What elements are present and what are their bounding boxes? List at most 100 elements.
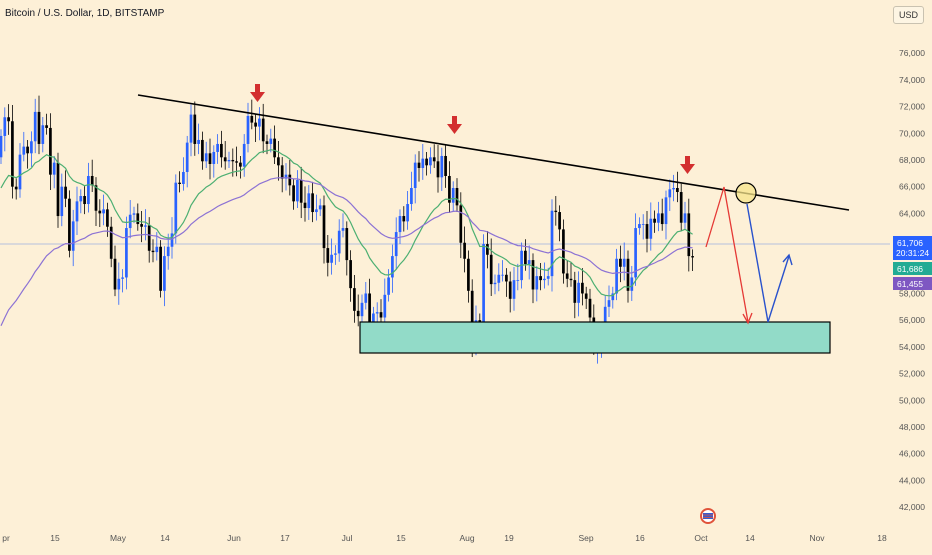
candle-body: [440, 155, 444, 178]
candle-body: [375, 312, 379, 314]
y-tick-label: 42,000: [899, 502, 925, 512]
x-tick-label: Oct: [694, 533, 708, 543]
bullish-projection-arrow[interactable]: [746, 203, 790, 323]
candle-body: [254, 122, 257, 127]
ema-fast-value: 61,686: [897, 264, 923, 274]
candle-body: [288, 174, 292, 186]
y-tick-label: 46,000: [899, 449, 925, 459]
candle-body: [132, 213, 136, 215]
x-tick-label: May: [110, 533, 127, 543]
candle-body: [185, 142, 189, 172]
y-tick-label: 68,000: [899, 155, 925, 165]
candle-body: [11, 121, 14, 187]
candle-body: [163, 256, 166, 291]
x-tick-label: Jul: [342, 533, 353, 543]
candle-body: [527, 260, 531, 265]
candle-body: [197, 139, 200, 144]
candle-body: [394, 232, 398, 257]
candle-body: [239, 162, 242, 167]
candle-body: [98, 210, 102, 214]
candle-body: [201, 139, 204, 162]
x-tick-label: 16: [635, 533, 645, 543]
candle-body: [151, 250, 155, 253]
candle-body: [565, 273, 569, 279]
last-price-badge: 61,706 20:31:24: [893, 236, 932, 260]
currency-button[interactable]: USD: [893, 6, 924, 24]
candle-body: [334, 253, 337, 255]
x-tick-label: 14: [745, 533, 755, 543]
candle-body: [83, 196, 86, 205]
candle-body: [406, 204, 409, 222]
candle-body: [41, 125, 45, 144]
candle-body: [398, 216, 402, 233]
candle-body: [166, 246, 170, 257]
candle-body: [330, 254, 333, 263]
candle-body: [109, 226, 113, 259]
candle-body: [0, 135, 3, 158]
candle-countdown: 20:31:24: [896, 248, 929, 258]
candle-body: [269, 138, 273, 144]
candle-body: [204, 153, 208, 162]
candle-body: [531, 260, 535, 290]
candle-body: [273, 138, 276, 158]
candle-body: [326, 248, 330, 263]
candle-body: [493, 282, 497, 285]
candle-body: [45, 125, 48, 128]
candle-body: [22, 146, 26, 155]
candle-body: [345, 228, 349, 261]
candle-body: [265, 141, 269, 144]
candle-body: [353, 288, 356, 311]
candle-body: [524, 250, 527, 265]
candle-body: [284, 174, 288, 179]
candle-body: [508, 281, 512, 299]
bearish-projection-arrow[interactable]: [705, 186, 749, 323]
candle-body: [569, 278, 573, 281]
candle-body: [113, 258, 117, 290]
y-tick-label: 44,000: [899, 475, 925, 485]
ema-fast-line: [0, 149, 693, 297]
candle-body: [178, 182, 181, 185]
candle-body: [619, 258, 622, 267]
ema-slow-line: [0, 177, 693, 327]
candle-body: [436, 161, 440, 178]
candle-body: [136, 213, 140, 225]
y-tick-label: 74,000: [899, 75, 925, 85]
down-marker-icon: [447, 116, 462, 134]
candle-body: [683, 213, 687, 223]
candle-body: [539, 276, 542, 281]
candle-body: [159, 246, 162, 291]
candle-body: [432, 157, 436, 162]
candle-body: [641, 224, 645, 225]
resistance-trendline[interactable]: [137, 94, 850, 211]
candle-body: [18, 154, 22, 190]
x-tick-label: pr: [2, 533, 10, 543]
candle-body: [90, 175, 94, 186]
candle-body: [672, 188, 675, 190]
candle-body: [611, 293, 615, 301]
candle-body: [280, 165, 284, 179]
events-flag-icon[interactable]: [700, 508, 716, 524]
candle-body: [174, 182, 178, 234]
y-tick-label: 48,000: [899, 422, 925, 432]
candle-body: [383, 294, 387, 318]
x-axis: pr 15 May 14 Jun 17 Jul 15 Aug 19 Sep 16 Oct 14 Nov 18: [2, 533, 887, 543]
candle-body: [26, 146, 29, 154]
candle-body: [37, 111, 41, 144]
candle-body: [417, 162, 421, 168]
candle-body: [368, 293, 371, 337]
candle-body: [220, 143, 223, 158]
candle-body: [577, 282, 580, 303]
candle-body: [337, 230, 341, 254]
y-tick-label: 64,000: [899, 208, 925, 218]
y-tick-label: 54,000: [899, 342, 925, 352]
candle-body: [246, 115, 250, 144]
candle-body: [182, 171, 185, 185]
candle-body: [588, 298, 592, 318]
candle-body: [653, 218, 656, 223]
candle-body: [311, 193, 314, 213]
breakout-circle[interactable]: [735, 182, 757, 204]
candle-body: [140, 224, 143, 227]
support-zone[interactable]: [359, 321, 831, 354]
